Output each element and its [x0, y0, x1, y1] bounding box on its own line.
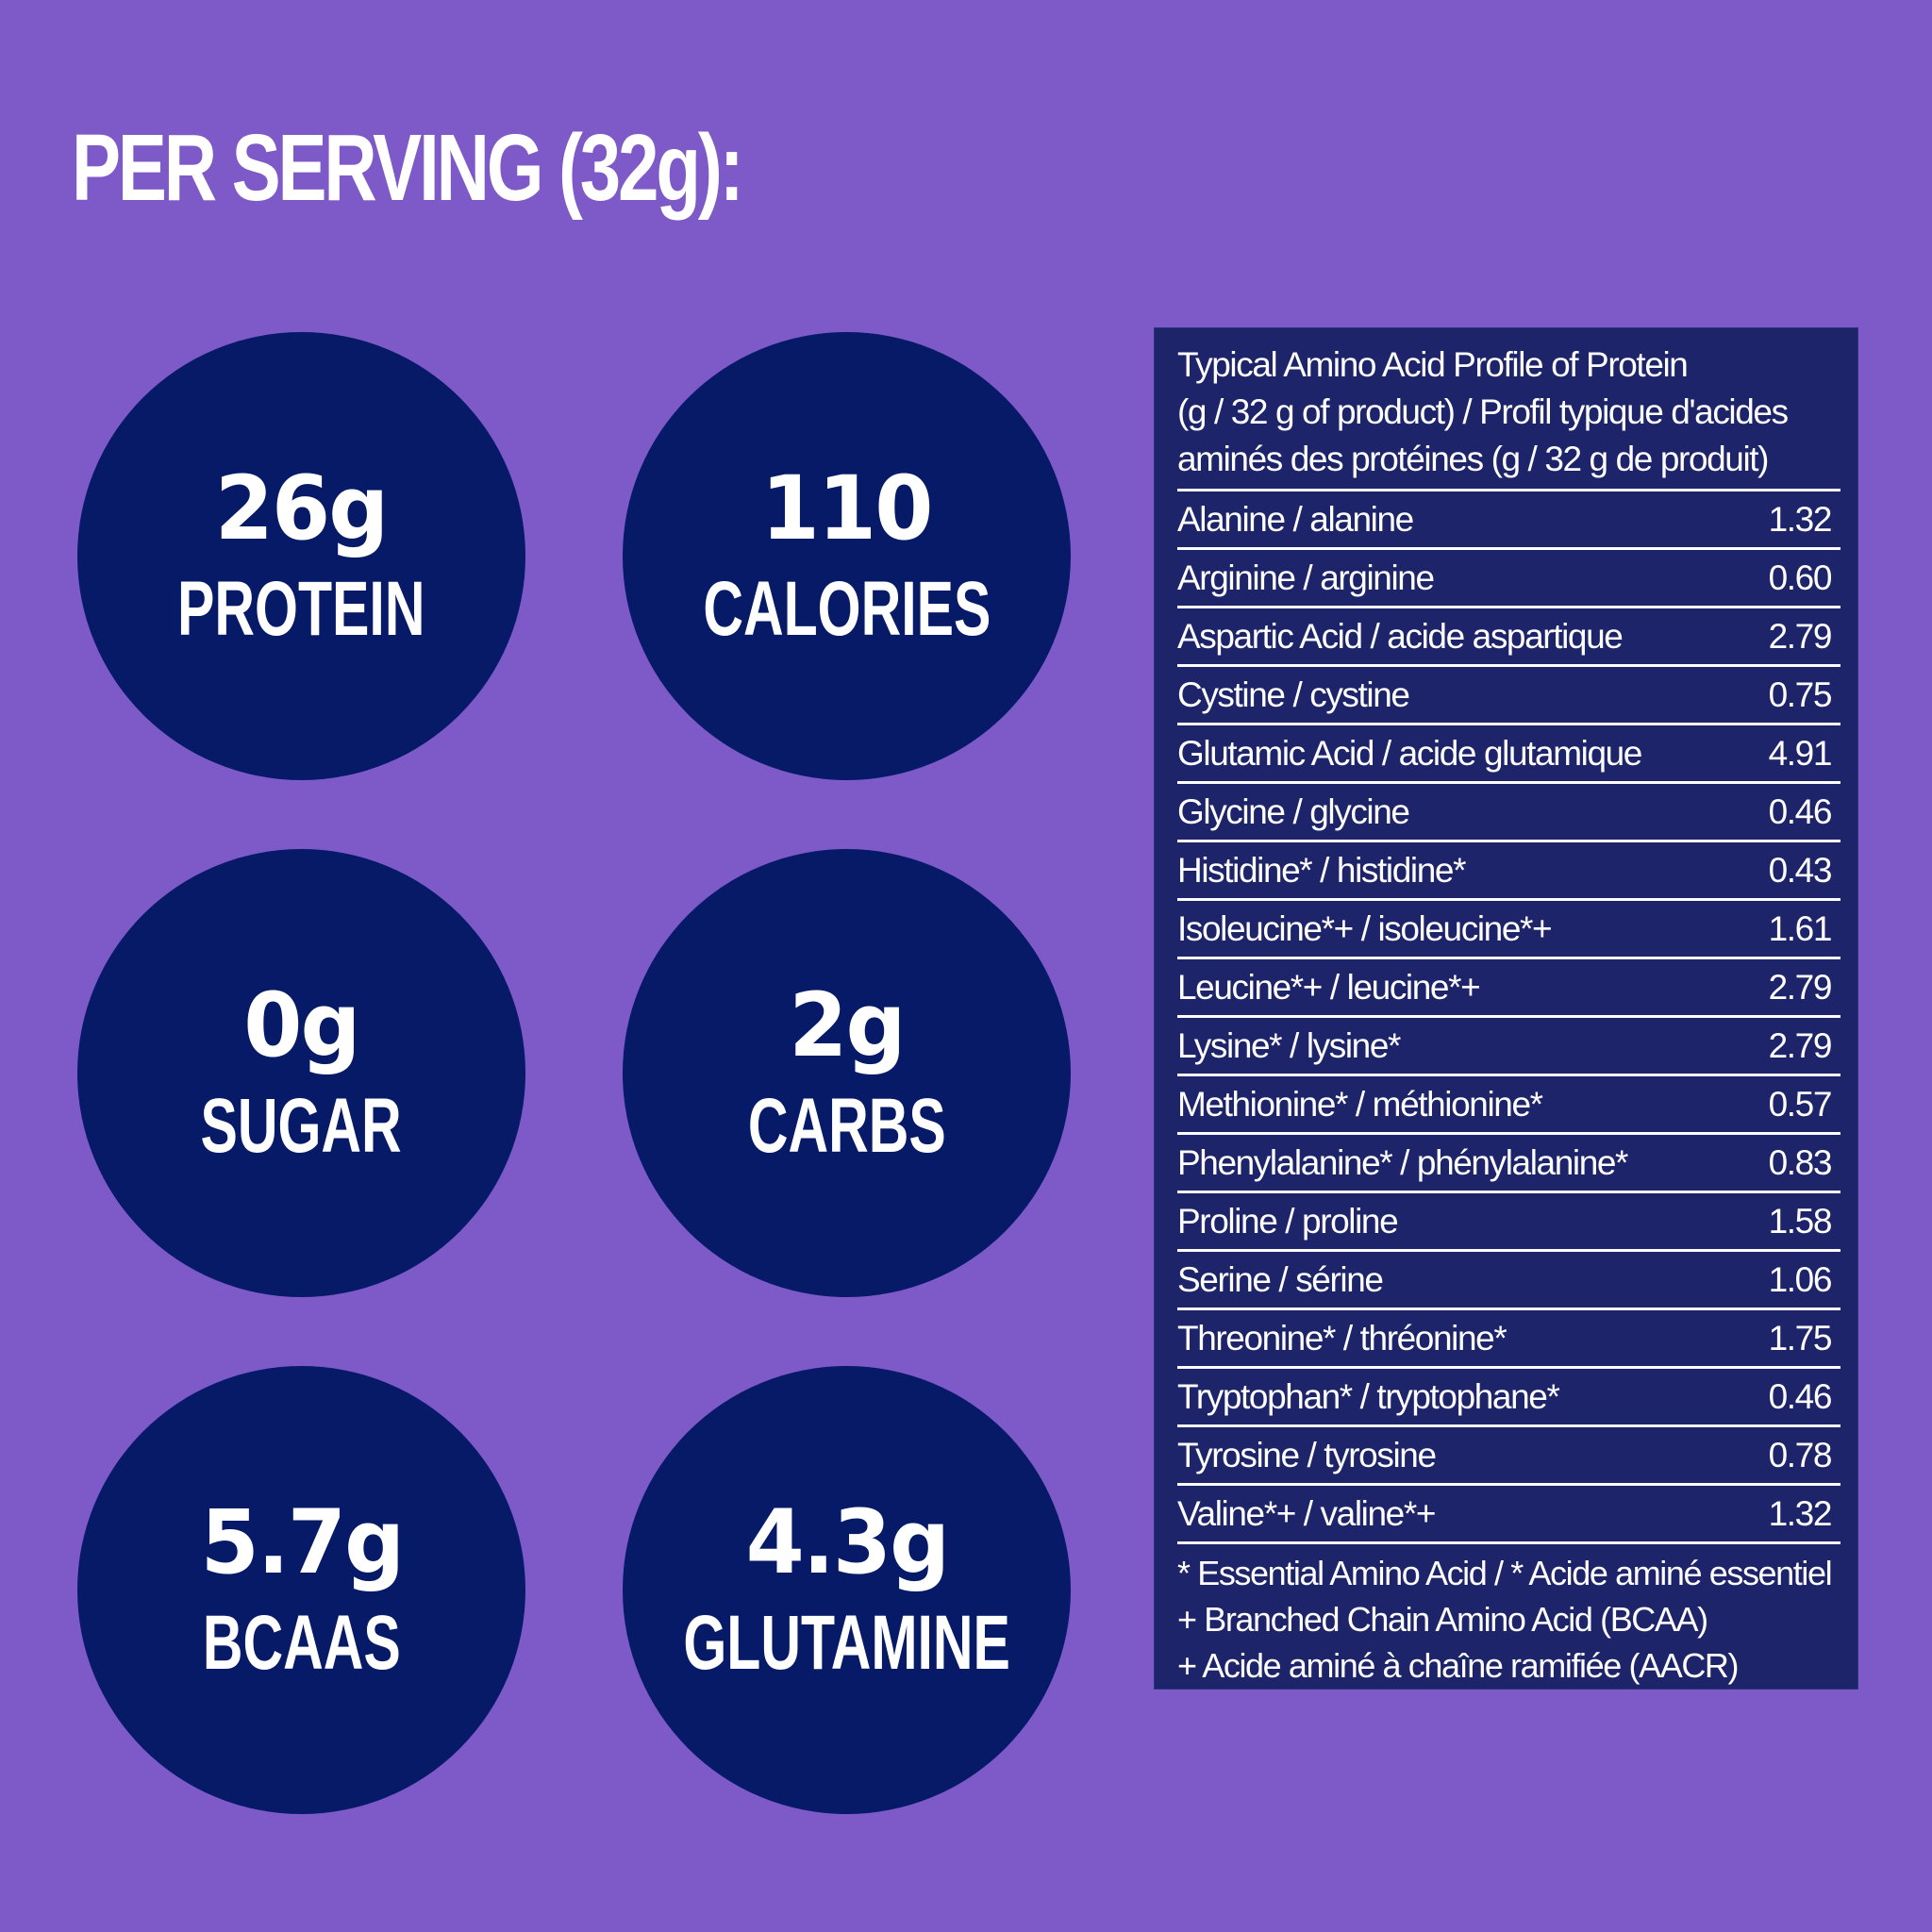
amino-name: Alanine / alanine: [1177, 499, 1414, 539]
amino-table-footnotes: * Essential Amino Acid / * Acide aminé e…: [1177, 1544, 1840, 1689]
amino-value: 2.79: [1768, 616, 1833, 656]
amino-name: Valine*+ / valine*+: [1177, 1493, 1436, 1533]
page-title: PER SERVING (32g):: [72, 115, 744, 221]
footnote: * Essential Amino Acid / * Acide aminé e…: [1177, 1554, 1833, 1592]
amino-value: 1.61: [1768, 908, 1833, 948]
amino-acid-table: Typical Amino Acid Profile of Protein (g…: [1154, 327, 1858, 1690]
amino-row: Serine / sérine 1.06: [1177, 1252, 1840, 1310]
amino-name: Isoleucine*+ / isoleucine*+: [1177, 908, 1553, 948]
amino-name: Tyrosine / tyrosine: [1177, 1435, 1437, 1474]
amino-value: 4.91: [1768, 733, 1833, 773]
amino-value: 0.43: [1768, 850, 1833, 890]
amino-value: 0.78: [1768, 1435, 1833, 1474]
amino-row: Valine*+ / valine*+ 1.32: [1177, 1486, 1840, 1544]
amino-row: Tyrosine / tyrosine 0.78: [1177, 1427, 1840, 1486]
amino-row: Arginine / arginine 0.60: [1177, 550, 1840, 608]
amino-name: Glutamic Acid / acide glutamique: [1177, 733, 1642, 773]
amino-row: Leucine*+ / leucine*+ 2.79: [1177, 959, 1840, 1018]
amino-name: Leucine*+ / leucine*+: [1177, 967, 1481, 1007]
amino-table-rows: Alanine / alanine 1.32 Arginine / arginine…: [1177, 491, 1840, 1544]
amino-value: 0.46: [1768, 1376, 1833, 1416]
amino-row: Histidine* / histidine* 0.43: [1177, 842, 1840, 901]
amino-name: Serine / sérine: [1177, 1259, 1384, 1299]
amino-name: Proline / proline: [1177, 1201, 1399, 1241]
amino-name: Histidine* / histidine*: [1177, 850, 1466, 890]
amino-table-heading: Typical Amino Acid Profile of Protein (g…: [1177, 341, 1840, 491]
stat-circle-protein: 26g PROTEIN: [77, 332, 525, 780]
stat-label: SUGAR: [200, 1082, 403, 1169]
footnote: + Branched Chain Amino Acid (BCAA): [1177, 1600, 1708, 1639]
amino-value: 1.32: [1768, 499, 1833, 539]
amino-value: 1.75: [1768, 1318, 1833, 1357]
heading-line: Typical Amino Acid Profile of Protein: [1177, 345, 1689, 384]
stat-label: PROTEIN: [177, 565, 425, 652]
stat-label: GLUTAMINE: [683, 1599, 1010, 1686]
amino-row: Cystine / cystine 0.75: [1177, 667, 1840, 725]
stat-value: 110: [761, 457, 934, 560]
amino-value: 0.46: [1768, 791, 1833, 831]
amino-row: Proline / proline 1.58: [1177, 1193, 1840, 1252]
heading-line: aminés des protéines (g / 32 g de produi…: [1177, 440, 1770, 478]
amino-name: Phenylalanine* / phénylalanine*: [1177, 1142, 1628, 1182]
amino-row: Glycine / glycine 0.46: [1177, 784, 1840, 842]
amino-value: 2.79: [1768, 967, 1833, 1007]
stat-label: CARBS: [747, 1082, 946, 1169]
stat-circle-bcaas: 5.7g BCAAS: [77, 1366, 525, 1814]
stat-circle-carbs: 2g CARBS: [623, 849, 1071, 1297]
amino-value: 0.83: [1768, 1142, 1833, 1182]
amino-row: Isoleucine*+ / isoleucine*+ 1.61: [1177, 901, 1840, 959]
amino-value: 0.60: [1768, 558, 1833, 597]
amino-row: Aspartic Acid / acide aspartique 2.79: [1177, 608, 1840, 667]
amino-name: Glycine / glycine: [1177, 791, 1410, 831]
amino-name: Methionine* / méthionine*: [1177, 1084, 1543, 1124]
amino-name: Cystine / cystine: [1177, 675, 1410, 714]
stat-value: 2g: [789, 974, 906, 1077]
stat-label: BCAAS: [202, 1599, 401, 1686]
amino-row: Alanine / alanine 1.32: [1177, 491, 1840, 550]
amino-row: Lysine* / lysine* 2.79: [1177, 1018, 1840, 1076]
stat-value: 4.3g: [745, 1491, 949, 1594]
stat-value: 26g: [215, 457, 389, 560]
amino-value: 2.79: [1768, 1025, 1833, 1065]
amino-row: Tryptophan* / tryptophane* 0.46: [1177, 1369, 1840, 1427]
amino-row: Methionine* / méthionine* 0.57: [1177, 1076, 1840, 1135]
amino-row: Glutamic Acid / acide glutamique 4.91: [1177, 725, 1840, 784]
amino-name: Lysine* / lysine*: [1177, 1025, 1401, 1065]
amino-value: 0.57: [1768, 1084, 1833, 1124]
stat-value: 5.7g: [200, 1491, 404, 1594]
amino-value: 1.32: [1768, 1493, 1833, 1533]
amino-row: Phenylalanine* / phénylalanine* 0.83: [1177, 1135, 1840, 1193]
amino-value: 0.75: [1768, 675, 1833, 714]
amino-row: Threonine* / thréonine* 1.75: [1177, 1310, 1840, 1369]
amino-name: Arginine / arginine: [1177, 558, 1435, 597]
stat-circle-calories: 110 CALORIES: [623, 332, 1071, 780]
stat-value: 0g: [243, 974, 360, 1077]
stat-circle-sugar: 0g SUGAR: [77, 849, 525, 1297]
amino-value: 1.06: [1768, 1259, 1833, 1299]
heading-line: (g / 32 g of product) / Profil typique d…: [1177, 392, 1789, 431]
amino-name: Aspartic Acid / acide aspartique: [1177, 616, 1624, 656]
stat-circle-glutamine: 4.3g GLUTAMINE: [623, 1366, 1071, 1814]
amino-value: 1.58: [1768, 1201, 1833, 1241]
footnote: + Acide aminé à chaîne ramifiée (AACR): [1177, 1646, 1740, 1685]
amino-name: Threonine* / thréonine*: [1177, 1318, 1507, 1357]
amino-name: Tryptophan* / tryptophane*: [1177, 1376, 1560, 1416]
stat-label: CALORIES: [702, 565, 991, 652]
